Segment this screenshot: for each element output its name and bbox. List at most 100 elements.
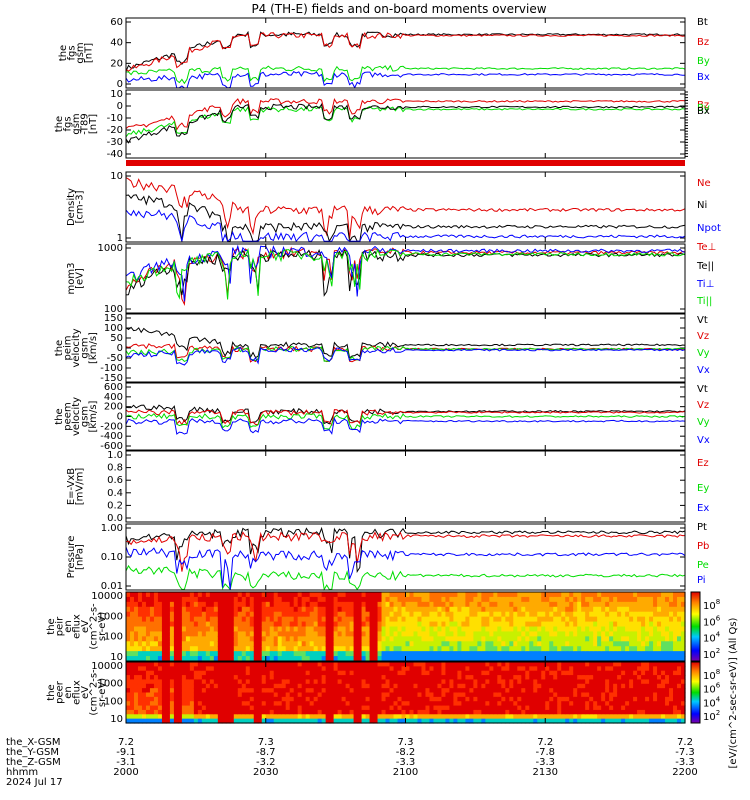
spectrogram-cell (353, 656, 359, 662)
spectrogram-cell (369, 701, 375, 707)
spectrogram-cell (241, 616, 247, 623)
spectrogram-cell (213, 701, 219, 707)
spectrogram-cell (149, 705, 155, 711)
spectrogram-cell (461, 636, 466, 642)
spectrogram-cell (126, 656, 131, 662)
spectrogram-cell (569, 670, 574, 676)
spectrogram-cell (169, 718, 175, 724)
spectrogram-cell (517, 606, 522, 613)
spectrogram-cell (241, 692, 247, 698)
spectrogram-cell (645, 675, 650, 681)
spectrogram-cell (277, 670, 283, 676)
spectrogram-cell (345, 636, 351, 642)
spectrogram-cell (609, 675, 614, 681)
spectrogram-cell (629, 606, 634, 613)
ylabel-line: gsm (75, 42, 86, 63)
spectrogram-cell (126, 705, 131, 711)
spectrogram-cell (525, 709, 530, 715)
spectrogram-cell (345, 692, 351, 698)
spectrogram-cell (477, 705, 482, 711)
spectrogram-cell (273, 651, 279, 657)
xtick-label: -3.3 (535, 757, 555, 768)
spectrogram-cell (589, 701, 594, 707)
spectrogram-cell (177, 705, 183, 711)
spectrogram-cell (437, 696, 443, 702)
spectrogram-cell (561, 626, 566, 633)
spectrogram-cell (501, 714, 506, 720)
spectrogram-cell (513, 616, 518, 623)
spectrogram-cell (337, 662, 343, 667)
spectrogram-cell (429, 718, 435, 724)
spectrogram-cell (637, 705, 642, 711)
spectrogram-cell (165, 651, 171, 657)
spectrogram-cell (165, 646, 171, 652)
spectrogram-cell (437, 718, 443, 724)
spectrogram-cell (629, 596, 634, 603)
spectrogram-cell (309, 718, 315, 724)
spectrogram-cell (681, 666, 686, 672)
spectrogram-cell (209, 692, 215, 698)
spectrogram-cell (321, 592, 327, 598)
spectrogram-cell (177, 666, 183, 672)
spectrogram-cell (257, 709, 263, 715)
spectrogram-cell (441, 692, 447, 698)
spectrogram-cell (569, 611, 574, 618)
spectrogram-cell (669, 596, 674, 603)
spectrogram-cell (581, 592, 586, 598)
spectrogram-cell (149, 675, 155, 681)
spectrogram-cell (309, 651, 315, 657)
spectrogram-cell (353, 675, 359, 681)
ytick-label: 100 (104, 696, 123, 707)
ylabel-line: gsm (80, 337, 91, 358)
spectrogram-cell (261, 696, 267, 702)
spectrogram-cell (477, 606, 482, 613)
spectrogram-cell (269, 675, 275, 681)
spectrogram-cell (369, 631, 375, 637)
spectrogram-cell (633, 714, 638, 720)
spectrogram-cell (345, 611, 351, 618)
spectrogram-cell (153, 696, 159, 702)
spectrogram-cell (661, 714, 666, 720)
spectrogram-cell (333, 646, 339, 652)
spectrogram-cell (157, 701, 163, 707)
spectrogram-cell (521, 679, 526, 685)
spectrogram-cell (385, 714, 391, 720)
spectrogram-cell (473, 683, 478, 689)
series-line-Ti|| (125, 247, 686, 300)
spectrogram-cell (293, 656, 299, 662)
spectrogram-cell (665, 675, 670, 681)
spectrogram-cell (645, 718, 650, 724)
spectrogram-cell (553, 656, 558, 662)
spectrogram-cell (345, 601, 351, 608)
spectrogram-cell (665, 592, 670, 598)
spectrogram-cell (641, 601, 646, 608)
spectrogram-cell (141, 683, 147, 689)
spectrogram-cell (193, 636, 199, 642)
spectrogram-cell (173, 718, 179, 724)
spectrogram-cell (417, 626, 423, 633)
spectrogram-cell (633, 616, 638, 623)
spectrogram-cell (126, 641, 131, 647)
spectrogram-cell (617, 616, 622, 623)
spectrogram-cell (489, 651, 494, 657)
spectrogram-cell (513, 683, 518, 689)
spectrogram-cell (473, 611, 478, 618)
spectrogram-cell (553, 611, 558, 618)
spectrogram-cell (557, 679, 562, 685)
spectrogram-cell (393, 688, 399, 694)
spectrogram-cell (405, 601, 411, 608)
spectrogram-cell (541, 592, 546, 598)
spectrogram-cell (501, 692, 506, 698)
spectrogram-cell (229, 646, 235, 652)
spectrogram-cell (229, 683, 235, 689)
spectrogram-cell (441, 705, 447, 711)
spectrogram-cell (269, 683, 275, 689)
spectrogram-cell (309, 670, 315, 676)
spectrogram-cell (641, 714, 646, 720)
spectrogram-cell (489, 683, 494, 689)
spectrogram-cell (405, 646, 411, 652)
spectrogram-cell (377, 596, 383, 603)
spectrogram-cell (569, 636, 574, 642)
spectrogram-cell (285, 646, 291, 652)
spectrogram-cell (681, 701, 686, 707)
